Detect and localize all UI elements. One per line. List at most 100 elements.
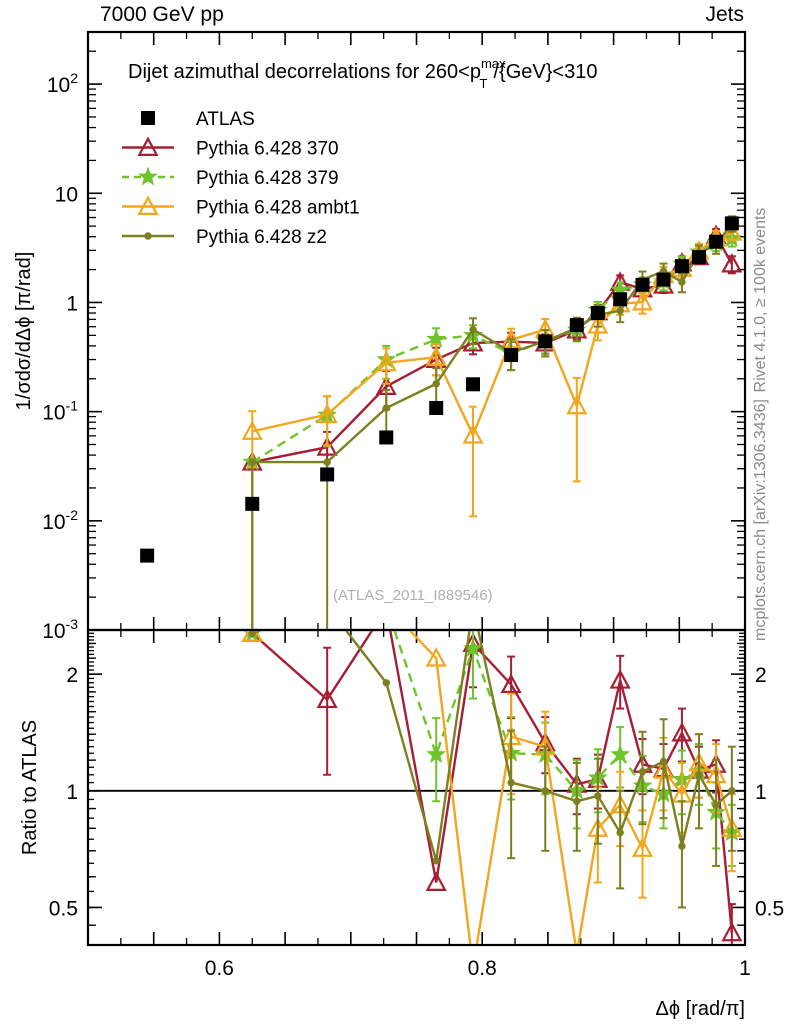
- ratio-clip-group: [241, 631, 743, 944]
- marker-atlas: [692, 250, 707, 265]
- marker-atlas: [656, 272, 671, 287]
- ratio-marker-z2: [507, 778, 515, 787]
- marker-atlas: [569, 318, 584, 333]
- dataset-watermark: (ATLAS_2011_I889546): [333, 587, 493, 604]
- ratio-y-axis-tick-label: 2: [66, 664, 78, 687]
- ratio-marker-z2: [616, 828, 624, 837]
- legend-marker-p370: [137, 136, 159, 156]
- ratio-clip-group: [241, 631, 743, 944]
- ratio-panel: [86, 628, 747, 947]
- y-axis-tick-label: 10-1: [42, 398, 78, 425]
- marker-atlas: [538, 334, 553, 349]
- legend-item-atlas[interactable]: ATLAS: [141, 109, 255, 130]
- ratio-series-line: [251, 631, 733, 834]
- ratio-marker-z2: [541, 787, 549, 795]
- plot-title: Dijet azimuthal decorrelations for 260<p…: [128, 56, 597, 91]
- marker-atlas: [140, 548, 155, 563]
- series-atlas: [140, 216, 739, 563]
- legend-marker-z2: [144, 232, 152, 240]
- series-line: [252, 222, 733, 464]
- ratio-marker-z2: [728, 787, 736, 795]
- ratio-marker-ambt1: [631, 837, 654, 857]
- series-line: [252, 233, 733, 464]
- ratio-y-axis-tick-label-right: 2: [755, 664, 767, 687]
- ratio-marker-z2: [659, 757, 668, 766]
- ratio-y-axis-tick-label: 1: [66, 781, 78, 804]
- ratio-y-axis-tick-label: 0.5: [49, 897, 78, 920]
- legend-marker-ambt1: [137, 195, 159, 215]
- legend-label-p379: Pythia 6.428 379: [196, 168, 339, 189]
- marker-atlas: [429, 400, 444, 415]
- marker-atlas: [320, 467, 335, 482]
- ratio-marker-p370: [425, 871, 447, 891]
- marker-z2: [248, 458, 256, 466]
- legend-item-ambt1[interactable]: Pythia 6.428 ambt1: [122, 195, 360, 219]
- ratio-marker-z2: [248, 631, 256, 637]
- side-note-mcplots: mcplots.cern.ch [arXiv:1306.3436]: [752, 399, 769, 641]
- ratio-marker-p370: [609, 669, 631, 689]
- ratio-marker-p370: [500, 673, 522, 694]
- marker-atlas: [504, 348, 519, 363]
- marker-ambt1: [721, 221, 743, 241]
- legend-item-p370[interactable]: Pythia 6.428 370: [122, 136, 339, 160]
- series-p379: [242, 228, 742, 630]
- marker-atlas: [674, 259, 689, 274]
- ratio-marker-ambt1: [576, 942, 578, 944]
- ratio-series-line: [251, 631, 734, 933]
- legend: ATLAS Pythia 6.428 370 Pythia 6.428 379 Pyt…: [122, 109, 360, 248]
- ratio-series-line: [251, 631, 734, 944]
- series-ambt1: [241, 221, 743, 518]
- ratio-marker-z2: [695, 771, 703, 779]
- marker-atlas: [590, 306, 605, 321]
- ratio-series-p370: [241, 631, 743, 944]
- marker-ambt1: [316, 403, 338, 424]
- marker-ambt1: [241, 420, 263, 440]
- marker-z2: [323, 458, 331, 466]
- marker-ambt1: [566, 394, 588, 415]
- ratio-marker-z2: [678, 842, 686, 850]
- marker-p379: [426, 328, 447, 348]
- main-panel: [86, 30, 747, 632]
- ratio-marker-p370: [721, 921, 743, 942]
- series-line: [251, 231, 733, 439]
- header-beam-label: 7000 GeV pp: [100, 3, 224, 26]
- ratio-series-p379: [243, 631, 742, 867]
- y-axis-tick-label: 10-3: [42, 616, 78, 643]
- marker-atlas: [635, 277, 650, 292]
- ratio-y-axis-tick-label-right: 0.5: [755, 897, 784, 920]
- ratio-marker-ambt1: [425, 647, 447, 667]
- legend-label-z2: Pythia 6.428 z2: [196, 227, 327, 248]
- ratio-clip-group: [248, 631, 736, 909]
- x-axis-tick-label: 1: [739, 957, 751, 980]
- marker-ambt1: [462, 424, 484, 444]
- ratio-y-axis-tick-label-right: 1: [755, 781, 767, 804]
- marker-z2: [469, 325, 477, 334]
- legend-item-z2[interactable]: Pythia 6.428 z2: [122, 227, 327, 248]
- legend-label-ambt1: Pythia 6.428 ambt1: [196, 198, 360, 219]
- x-axis-tick-label: 0.8: [468, 957, 497, 980]
- header-category-label: Jets: [705, 3, 744, 26]
- main-plot-frame: [86, 30, 747, 632]
- ratio-marker-p370: [316, 688, 338, 709]
- marker-atlas: [724, 216, 739, 231]
- marker-atlas: [709, 234, 724, 249]
- marker-ambt1: [631, 290, 654, 311]
- legend-marker-atlas: [141, 111, 155, 125]
- ratio-marker-z2: [432, 857, 440, 865]
- ratio-marker-z2: [594, 792, 602, 800]
- marker-p370: [721, 252, 743, 273]
- ratio-y-axis-title: Ratio to ATLAS: [19, 720, 41, 855]
- marker-ambt1: [375, 351, 397, 372]
- marker-atlas: [379, 430, 394, 445]
- y-axis-tick-label: 1: [66, 292, 78, 315]
- ratio-marker-z2: [712, 801, 720, 809]
- ratio-marker-p379: [426, 744, 447, 764]
- side-note-rivet: Rivet 4.1.0, ≥ 100k events: [752, 208, 769, 393]
- legend-marker-p379: [138, 166, 158, 186]
- marker-z2: [678, 278, 686, 286]
- legend-item-p379[interactable]: Pythia 6.428 379: [122, 166, 339, 189]
- marker-atlas: [245, 496, 260, 511]
- marker-atlas: [466, 377, 481, 392]
- marker-z2: [382, 404, 390, 412]
